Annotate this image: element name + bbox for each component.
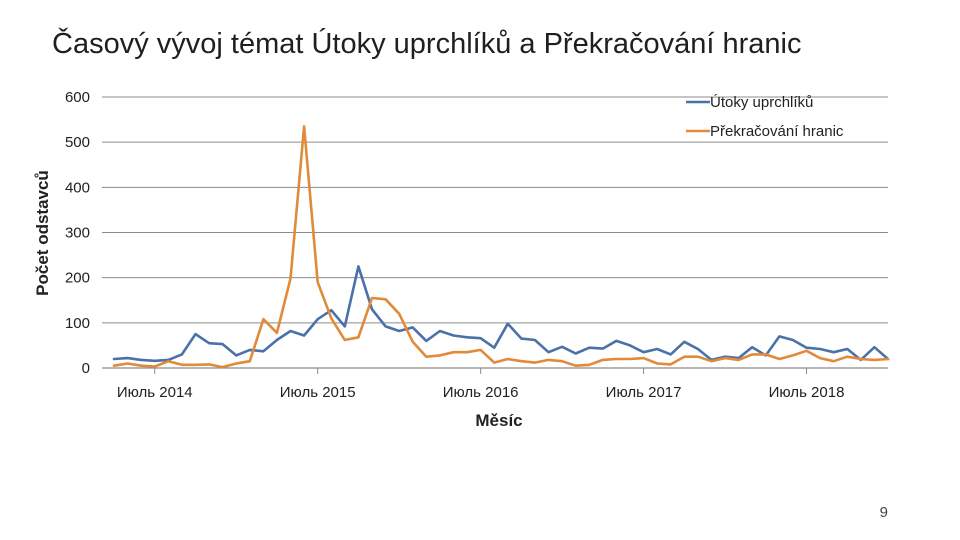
y-tick-label-100: 100: [65, 315, 90, 332]
legend-label-0: Útoky uprchlíků: [710, 94, 813, 111]
x-tick-label-4: Июль 2018: [769, 384, 845, 401]
y-tick-label-0: 0: [82, 360, 90, 377]
legend: Útoky uprchlíků Překračování hranic: [686, 94, 844, 140]
y-tick-labels: 0 100 200 300 400 500 600: [65, 89, 90, 377]
x-tick-labels: Июль 2014 Июль 2015 Июль 2016 Июль 2017 Июль…: [117, 368, 845, 401]
y-tick-label-400: 400: [65, 179, 90, 196]
series-line-1: [112, 125, 890, 369]
legend-label-1: Překračování hranic: [710, 123, 844, 140]
x-tick-label-0: Июль 2014: [117, 384, 193, 401]
slide-title: Časový vývoj témat Útoky uprchlíků a Pře…: [52, 28, 802, 60]
y-tick-label-200: 200: [65, 270, 90, 287]
y-tick-label-300: 300: [65, 225, 90, 242]
x-tick-label-2: Июль 2016: [443, 384, 519, 401]
x-tick-label-3: Июль 2017: [606, 384, 682, 401]
series-lines: [112, 125, 890, 369]
grid-lines: [102, 96, 888, 369]
y-axis-title: Počet odstavců: [33, 170, 52, 296]
x-axis-title: Měsíc: [475, 411, 522, 430]
y-tick-label-600: 600: [65, 89, 90, 106]
series-line-0: [112, 265, 890, 363]
y-tick-label-500: 500: [65, 134, 90, 151]
page-number: 9: [879, 504, 888, 521]
x-tick-label-1: Июль 2015: [280, 384, 356, 401]
